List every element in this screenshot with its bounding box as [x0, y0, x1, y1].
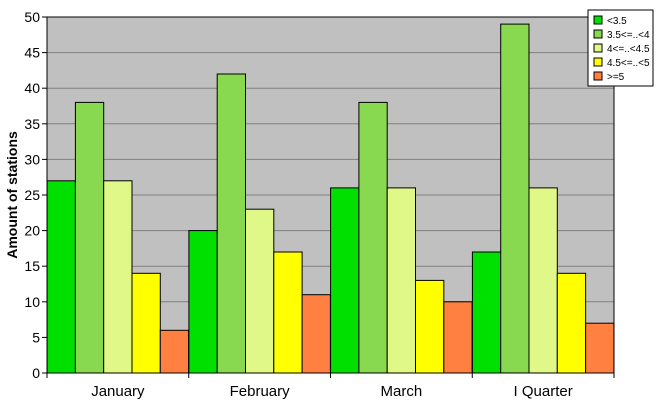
bar — [386, 187, 417, 374]
bar — [471, 251, 502, 374]
bar — [556, 272, 587, 374]
legend-swatch — [593, 57, 603, 67]
bar — [216, 73, 246, 374]
y-tick-label: 50 — [24, 9, 40, 25]
bar — [528, 187, 558, 374]
legend-swatch — [593, 71, 603, 81]
bar — [301, 294, 331, 374]
x-tick-label: January — [91, 383, 145, 400]
y-tick-label: 25 — [24, 187, 40, 203]
legend-label: <3.5 — [607, 16, 627, 27]
bar — [415, 279, 445, 374]
x-tick-label: I Quarter — [514, 383, 573, 400]
y-tick-label: 40 — [24, 80, 40, 96]
bar — [131, 272, 161, 374]
bar — [74, 101, 105, 374]
axes: 0 5 10 15 20 25 30 35 40 45 50 January February March… — [24, 9, 615, 400]
legend-label: 4<=..<4.5 — [607, 44, 650, 55]
x-tick-label: March — [381, 383, 423, 400]
y-tick-label: 45 — [24, 45, 40, 61]
bar — [330, 187, 360, 374]
legend-label: 4.5<=..<5 — [607, 58, 650, 69]
y-tick-label: 20 — [24, 223, 40, 239]
bar — [273, 251, 303, 374]
bar — [358, 101, 388, 374]
bar — [46, 180, 76, 374]
y-tick-label: 35 — [24, 116, 40, 132]
bar — [500, 23, 530, 374]
bar — [245, 208, 275, 374]
bar — [585, 322, 615, 374]
y-axis-label: Amount of stations — [4, 131, 20, 259]
x-tick-label: February — [230, 383, 291, 400]
bar — [443, 301, 473, 374]
legend-label: >=5 — [607, 72, 625, 83]
bars — [46, 23, 615, 374]
legend-swatch — [593, 43, 603, 53]
legend-swatch — [593, 29, 603, 39]
y-tick-label: 15 — [24, 258, 40, 274]
legend-swatch — [593, 15, 603, 25]
legend-label: 3.5<=..<4 — [607, 30, 650, 41]
bar — [159, 329, 190, 374]
bar — [188, 230, 218, 374]
y-tick-label: 30 — [24, 151, 40, 167]
y-tick-label: 5 — [32, 329, 40, 345]
legend: <3.5 3.5<=..<4 4<=..<4.5 4.5<=..<5 >=5 — [587, 9, 654, 87]
bar — [103, 180, 133, 374]
y-tick-label: 10 — [24, 294, 40, 310]
y-tick-label: 0 — [32, 365, 40, 381]
